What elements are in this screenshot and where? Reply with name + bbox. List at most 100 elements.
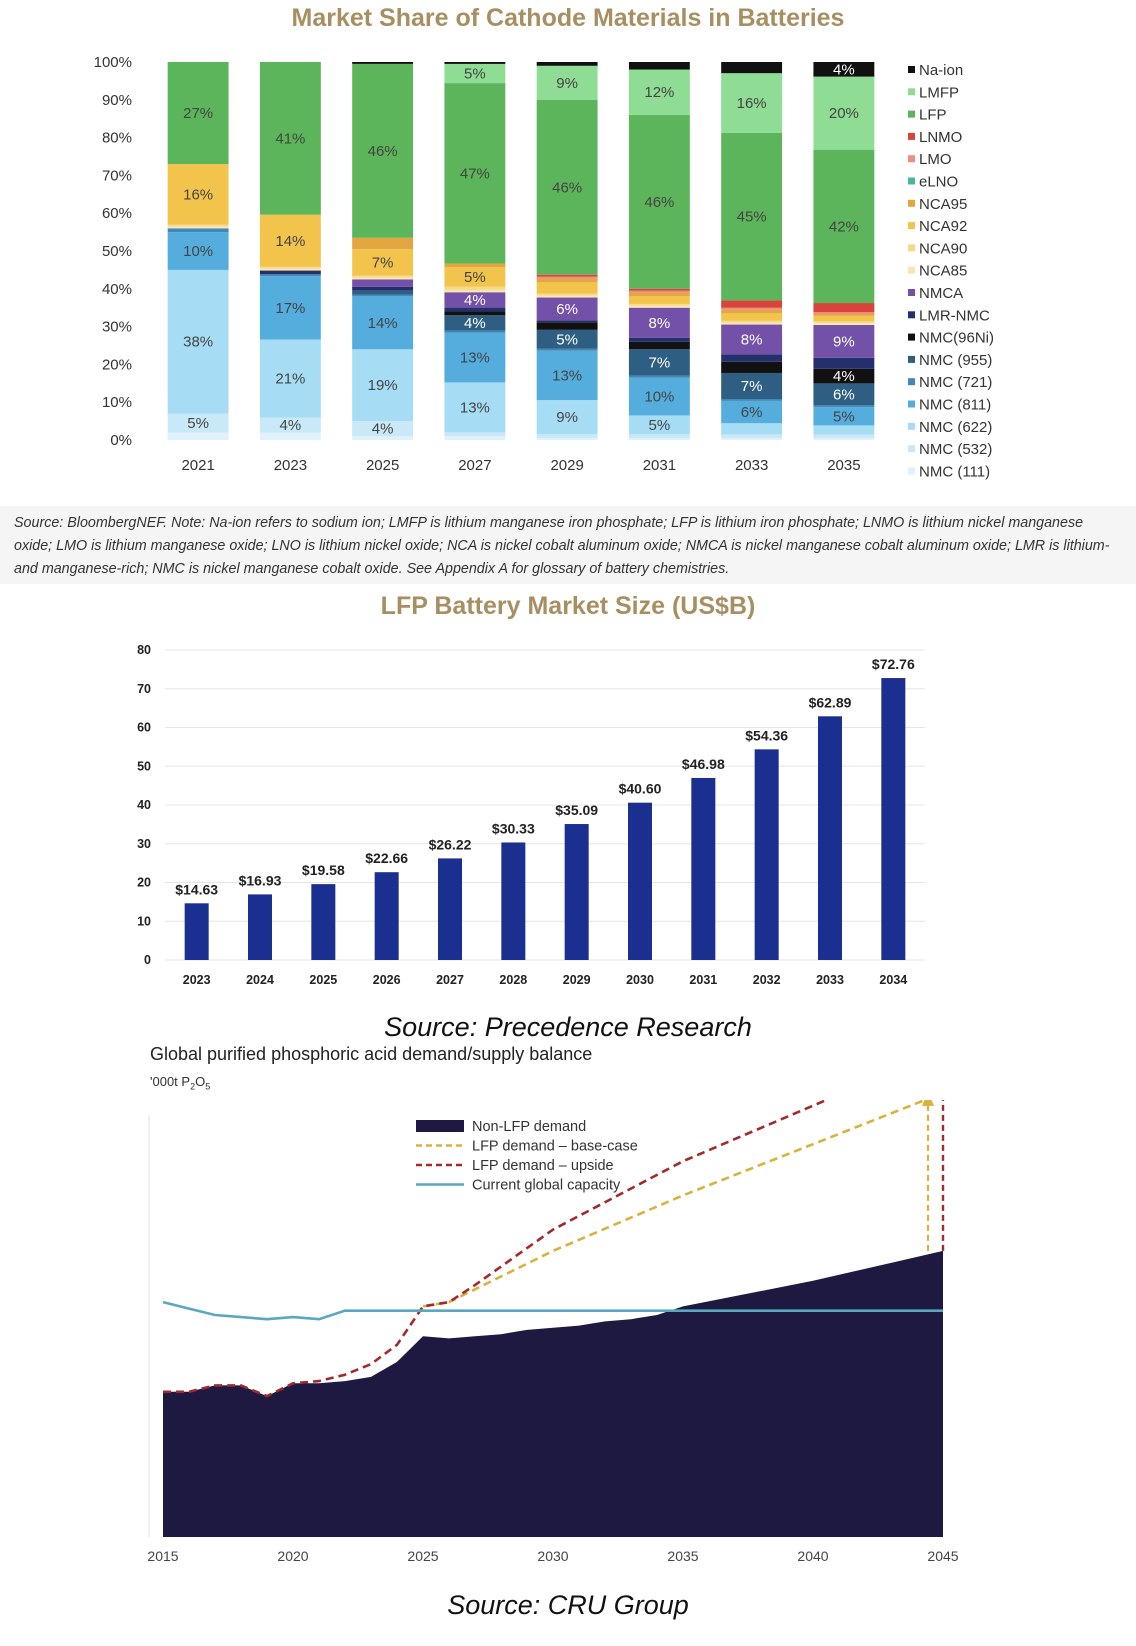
bar-segment [721,309,783,314]
x-tick-label: 2015 [147,1548,178,1564]
bar-segment [813,314,875,316]
bar-segment [813,76,875,150]
data-label: $22.66 [365,850,408,866]
bar-segment [259,270,321,275]
bar-segment [628,337,690,342]
y-tick-label: 0% [110,432,132,449]
bar-segment [536,322,598,330]
bar-segment [352,286,414,291]
bar-segment [721,400,783,424]
bar-segment [167,432,229,440]
legend-label: LMO [919,151,952,168]
bar [691,777,716,960]
data-label: 7% [649,355,671,372]
bar-segment [628,114,690,289]
bar [248,894,272,960]
bar-segment [167,226,229,229]
bar [754,749,779,960]
data-label: 41% [275,130,305,147]
x-tick-label: 2025 [366,457,399,474]
bar-segment [721,307,783,310]
x-tick-label: 2028 [499,973,527,987]
y-tick-label: 0 [144,953,151,967]
legend-swatch [908,422,915,430]
bar-segment [352,294,414,297]
bar-segment [721,423,783,435]
bar-segment [628,303,690,306]
series-line [422,1100,929,1308]
bar [501,842,526,960]
bar-segment [536,350,598,401]
bar-segment [628,292,690,297]
bar-segment [628,349,690,376]
y-tick-label: 30 [137,837,151,851]
y-tick-label: 40% [102,281,132,298]
bar-segment [813,383,875,406]
data-label: 4% [464,315,486,332]
data-label: $19.58 [302,862,345,878]
bar-segment [813,438,875,440]
bar-segment [352,296,414,350]
data-label: 46% [552,179,582,196]
bar-segment [628,305,690,308]
x-tick-label: 2023 [274,457,307,474]
bar-segment [352,421,414,437]
bar-segment [813,323,875,325]
bar-segment [259,62,321,215]
bar-segment [813,368,875,384]
bar-segment [444,330,506,333]
bar-segment [444,286,506,291]
data-label: 5% [464,269,486,286]
data-label: 9% [556,409,578,426]
bar-segment [259,276,321,340]
data-label: 4% [464,292,486,309]
y-tick-label: 70% [102,167,132,184]
data-label: $30.33 [492,820,535,836]
data-label: 13% [552,367,582,384]
data-label: 14% [275,233,305,250]
bar-segment [536,65,598,100]
bar-segment [721,320,783,323]
legend-label: NMC (721) [919,374,992,391]
bar-segment [628,434,690,439]
y-tick-label: 60% [102,205,132,222]
bar-segment [721,73,783,133]
x-tick-label: 2020 [277,1548,308,1564]
x-tick-label: 2033 [816,973,844,987]
legend-swatch [908,445,915,453]
y-tick-label: 70 [137,682,151,696]
x-tick-label: 2027 [458,457,491,474]
bar [628,802,652,960]
bar-segment [444,307,506,312]
bar-segment [444,290,506,293]
x-tick-label: 2034 [879,973,907,987]
bar-segment [352,349,414,422]
x-tick-label: 2045 [927,1548,958,1564]
data-label: 9% [556,75,578,92]
legend-swatch [908,177,915,185]
bar [184,903,209,960]
data-label: $35.09 [555,802,598,818]
chart1-title: Market Share of Cathode Materials in Bat… [291,4,845,32]
y-tick-label: 50 [137,759,151,773]
bar-segment [444,311,506,316]
bar-segment [628,438,690,440]
data-label: 7% [372,254,394,271]
legend-label: NCA95 [919,196,967,213]
bar-segment [444,332,506,383]
bar-segment [813,425,875,435]
legend-label: LMFP [919,84,959,101]
y-tick-label: 60 [137,721,151,735]
data-label: 4% [372,421,394,438]
unit-sub2: 5 [205,1081,211,1092]
bar-segment [628,62,690,70]
legend-swatch [908,289,915,296]
chart3-source: Source: CRU Group [447,1590,689,1620]
bar-segment [259,339,321,418]
bar-segment [352,275,414,278]
bar [374,872,399,960]
bar-segment [167,164,229,225]
bar-segment [628,377,690,416]
base-case-arrow-head [922,1100,934,1106]
legend-swatch [908,467,915,475]
